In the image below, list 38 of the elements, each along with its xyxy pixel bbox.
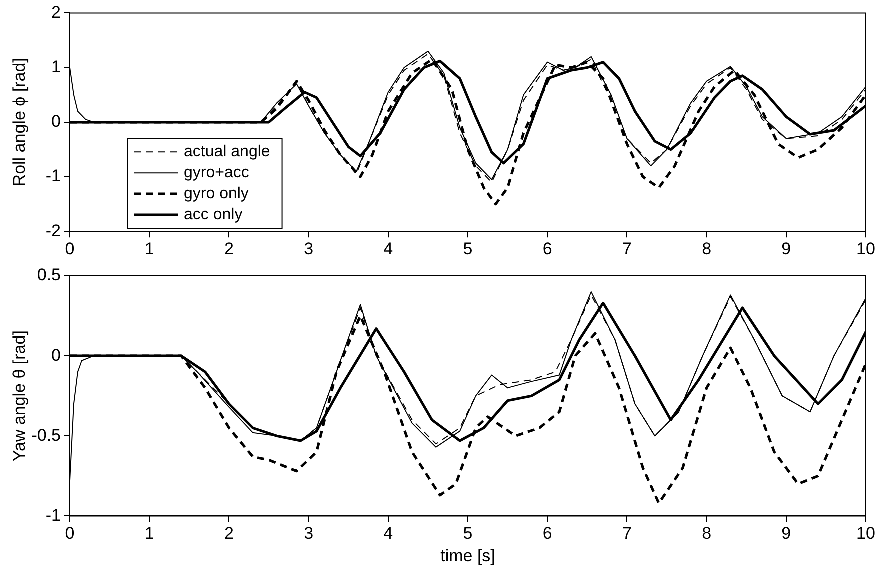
y-tick-label: 0.5	[37, 266, 61, 285]
y-tick-label: 0	[52, 112, 61, 132]
x-tick-label: 8	[702, 239, 712, 258]
x-tick-label: 5	[463, 524, 473, 544]
x-axis-title: time [s]	[440, 546, 496, 566]
x-tick-label: 0	[65, 239, 75, 258]
y-tick-label: -1	[46, 506, 61, 525]
y-tick-label: -0.5	[32, 426, 61, 445]
legend-label: gyro only	[184, 186, 249, 203]
x-tick-label: 6	[542, 239, 552, 258]
legend-label: gyro+acc	[184, 164, 250, 182]
x-tick-label: 2	[224, 239, 234, 258]
x-tick-label: 3	[304, 524, 314, 544]
y-axis-title: Roll angle ϕ [rad]	[10, 58, 29, 187]
y-tick-label: -1	[46, 166, 61, 186]
legend-label: acc only	[184, 206, 243, 224]
legend-label: actual angle	[184, 144, 270, 161]
x-tick-label: 7	[622, 239, 632, 258]
x-tick-label: 2	[224, 524, 234, 544]
x-tick-label: 10	[856, 239, 876, 258]
y-tick-label: 0	[52, 346, 61, 365]
x-tick-label: 8	[702, 524, 712, 544]
y-axis-title: Yaw angle θ [rad]	[10, 330, 29, 462]
x-tick-label: 10	[856, 524, 876, 544]
x-tick-label: 5	[463, 239, 473, 258]
y-tick-label: -2	[46, 221, 61, 240]
y-tick-label: 2	[52, 2, 61, 22]
x-tick-label: 1	[144, 239, 154, 258]
x-tick-label: 1	[144, 524, 154, 544]
x-tick-label: 7	[622, 524, 632, 544]
x-tick-label: 3	[304, 239, 314, 258]
x-tick-label: 4	[384, 524, 394, 544]
x-tick-label: 4	[384, 239, 394, 258]
x-tick-label: 9	[782, 524, 792, 544]
x-tick-label: 6	[542, 524, 552, 544]
x-tick-label: 0	[65, 524, 75, 544]
y-tick-label: 1	[52, 57, 61, 76]
x-tick-label: 9	[782, 239, 792, 258]
